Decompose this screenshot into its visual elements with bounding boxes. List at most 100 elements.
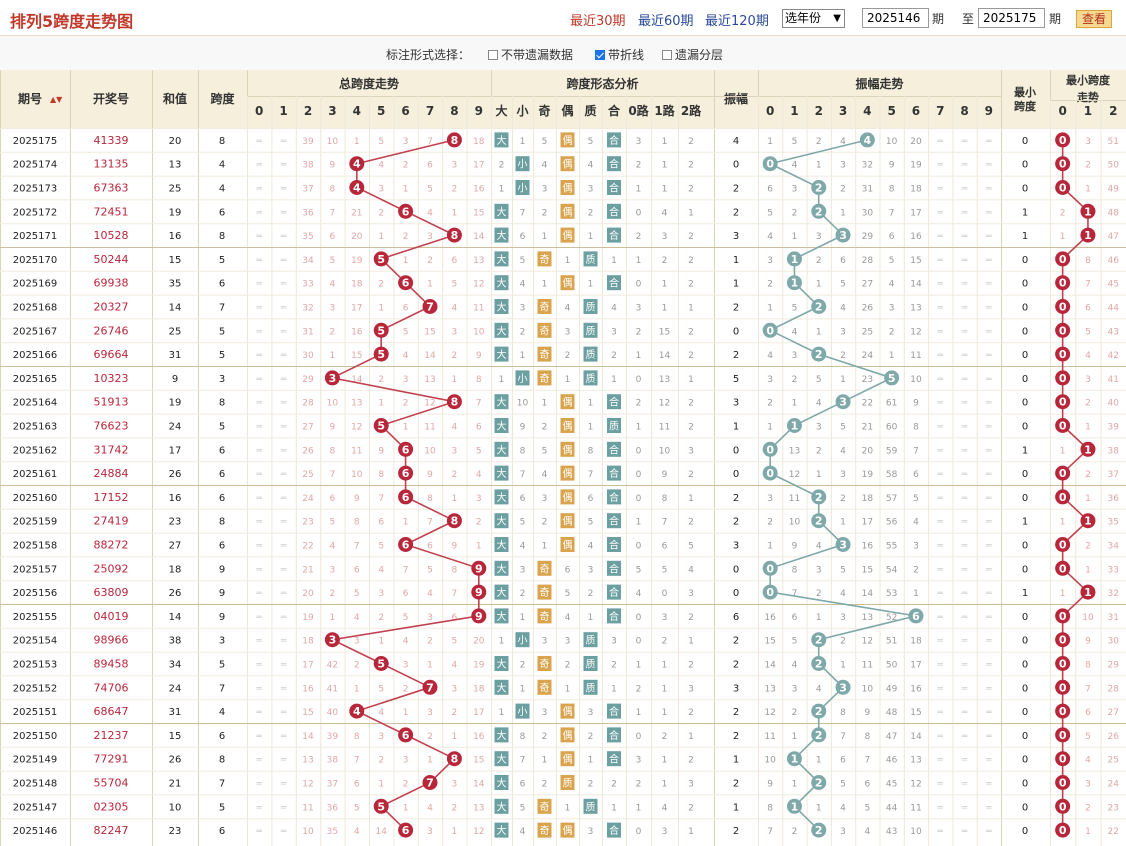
checkbox-no-miss[interactable] (488, 50, 498, 60)
cell-shape-label: 合 (609, 705, 619, 718)
min-ball-label: 0 (1059, 158, 1067, 171)
cell-span-miss: 16 (302, 684, 314, 694)
min-ball (1055, 489, 1071, 505)
amp-ball (762, 441, 778, 457)
cell-amp-miss: 14 (764, 661, 776, 671)
cell-shape-miss: 2 (520, 661, 526, 671)
cell-min-span: 0 (1022, 422, 1028, 433)
cell-min-span: 0 (1022, 279, 1028, 290)
cell-sum: 14 (169, 303, 182, 314)
cell-amp-miss: 6 (864, 780, 870, 790)
cell-shape-tag (607, 418, 621, 433)
cell-shape-label: 奇 (540, 610, 550, 623)
cell-amp-miss: 1 (767, 423, 773, 433)
cell-min-miss: 9 (1085, 637, 1091, 647)
cell-amp-miss: ═ (961, 565, 968, 575)
amp-ball (786, 751, 802, 767)
cell-amp-miss: 51 (886, 637, 897, 647)
period-to-input[interactable]: 2025175 (978, 8, 1045, 28)
cell-span-miss: 6 (330, 494, 336, 504)
cell-min-miss: 1 (1060, 232, 1066, 242)
span-ball-label: 6 (402, 539, 410, 552)
cell-span-miss: 1 (378, 780, 384, 790)
cell-shape-label: 质 (586, 635, 596, 647)
cell-amp: 2 (733, 636, 739, 647)
cell-amp-miss: ═ (985, 518, 992, 528)
cell-span-miss: ═ (280, 494, 287, 504)
cell-amp-miss: 18 (862, 494, 874, 504)
option-polyline[interactable]: 带折线 (595, 46, 644, 63)
cell-shape-miss: 5 (565, 589, 571, 599)
cell-shape-tag (515, 703, 530, 719)
cell-shape-miss: 2 (688, 518, 694, 528)
cell-span-miss: ═ (280, 280, 287, 290)
cell-amp-miss: 2 (767, 399, 773, 409)
cell-amp-miss: 16 (910, 684, 922, 694)
cell-draw: 88272 (94, 539, 129, 552)
min-ball-label: 1 (1084, 443, 1092, 456)
min-ball-label: 0 (1059, 491, 1067, 504)
cell-span-miss: 10 (424, 446, 436, 456)
table-row: 2025166 69664 31 5 ═ ═ 30 1 15 4 14 2 9 大 1 奇 2 质 2 1 14 2 2 4 3… (0, 342, 1126, 362)
cell-amp: 2 (733, 207, 739, 218)
amp-ball (762, 156, 778, 172)
cell-span-miss: 5 (427, 185, 433, 195)
cell-min-miss: 1 (1060, 446, 1066, 456)
cell-span-miss: ═ (280, 161, 287, 171)
amp-ball-label: 1 (791, 753, 799, 766)
cell-amp-miss: ═ (961, 280, 968, 290)
cell-span-miss: 1 (427, 756, 433, 766)
cell-shape-miss: 7 (520, 208, 526, 218)
option-miss-layer[interactable]: 遗漏分层 (662, 46, 723, 63)
cell-amp-miss: ═ (937, 351, 944, 361)
period-from-input[interactable]: 2025146 (862, 8, 929, 28)
link-recent-60[interactable]: 最近60期 (638, 14, 694, 29)
cell-shape-miss: 1 (499, 375, 505, 385)
cell-period: 2025173 (13, 184, 58, 195)
min-ball (1055, 798, 1071, 814)
cell-min-miss: 2 (1085, 161, 1091, 171)
cell-min-miss: 4 (1085, 756, 1091, 766)
cell-amp-miss: 1 (889, 351, 895, 361)
cell-min-miss: 46 (1108, 256, 1120, 266)
cell-shape-tag (607, 156, 621, 172)
cell-shape-tag (560, 203, 575, 219)
cell-amp-miss: ═ (937, 589, 944, 599)
query-button[interactable]: 查看 (1076, 10, 1112, 28)
checkbox-miss-layer[interactable] (662, 50, 672, 60)
cell-shape-miss: 8 (588, 446, 594, 456)
cell-amp-miss: 8 (864, 732, 870, 742)
cell-span: 4 (219, 160, 225, 171)
span-ball-label: 4 (353, 182, 361, 195)
cell-shape-miss: 0 (636, 827, 642, 837)
cell-span-miss: 17 (473, 708, 484, 718)
min-ball (1055, 537, 1071, 552)
cell-amp-miss: 1 (816, 327, 822, 337)
cell-amp: 3 (733, 683, 739, 694)
cell-span-miss: 20 (473, 637, 485, 647)
cell-span-miss: ═ (280, 780, 287, 790)
cell-span-miss: ═ (280, 375, 287, 385)
min-ball (1055, 751, 1071, 767)
cell-shape-label: 合 (609, 729, 619, 742)
cell-span-miss: 1 (354, 684, 360, 694)
cell-span: 5 (219, 660, 225, 671)
cell-shape-tag (607, 727, 621, 743)
cell-min-miss: 40 (1108, 399, 1120, 409)
cell-span-miss: 29 (302, 375, 314, 385)
link-recent-120[interactable]: 最近120期 (705, 14, 769, 29)
span-ball (349, 156, 365, 172)
cell-min-miss: 1 (1060, 589, 1066, 599)
cell-amp-miss: 6 (792, 613, 798, 623)
checkbox-polyline[interactable] (595, 50, 605, 60)
cell-span-miss: 6 (452, 613, 458, 623)
cell-shape-miss: 1 (588, 280, 594, 290)
header-shape: 跨度形态分析 (566, 76, 638, 91)
cell-shape-label: 合 (609, 443, 619, 456)
year-select[interactable]: 选年份 ▼ (782, 9, 845, 28)
cell-draw: 26746 (94, 324, 129, 337)
option-no-miss[interactable]: 不带遗漏数据 (488, 46, 573, 63)
table-row: 2025170 50244 15 5 ═ ═ 34 5 19 1 2 6 13 大 5 奇 1 质 1 1 2 2 1 3 2 6… (0, 247, 1126, 267)
link-recent-30[interactable]: 最近30期 (570, 14, 626, 29)
cell-shape-miss: 0 (662, 589, 668, 599)
